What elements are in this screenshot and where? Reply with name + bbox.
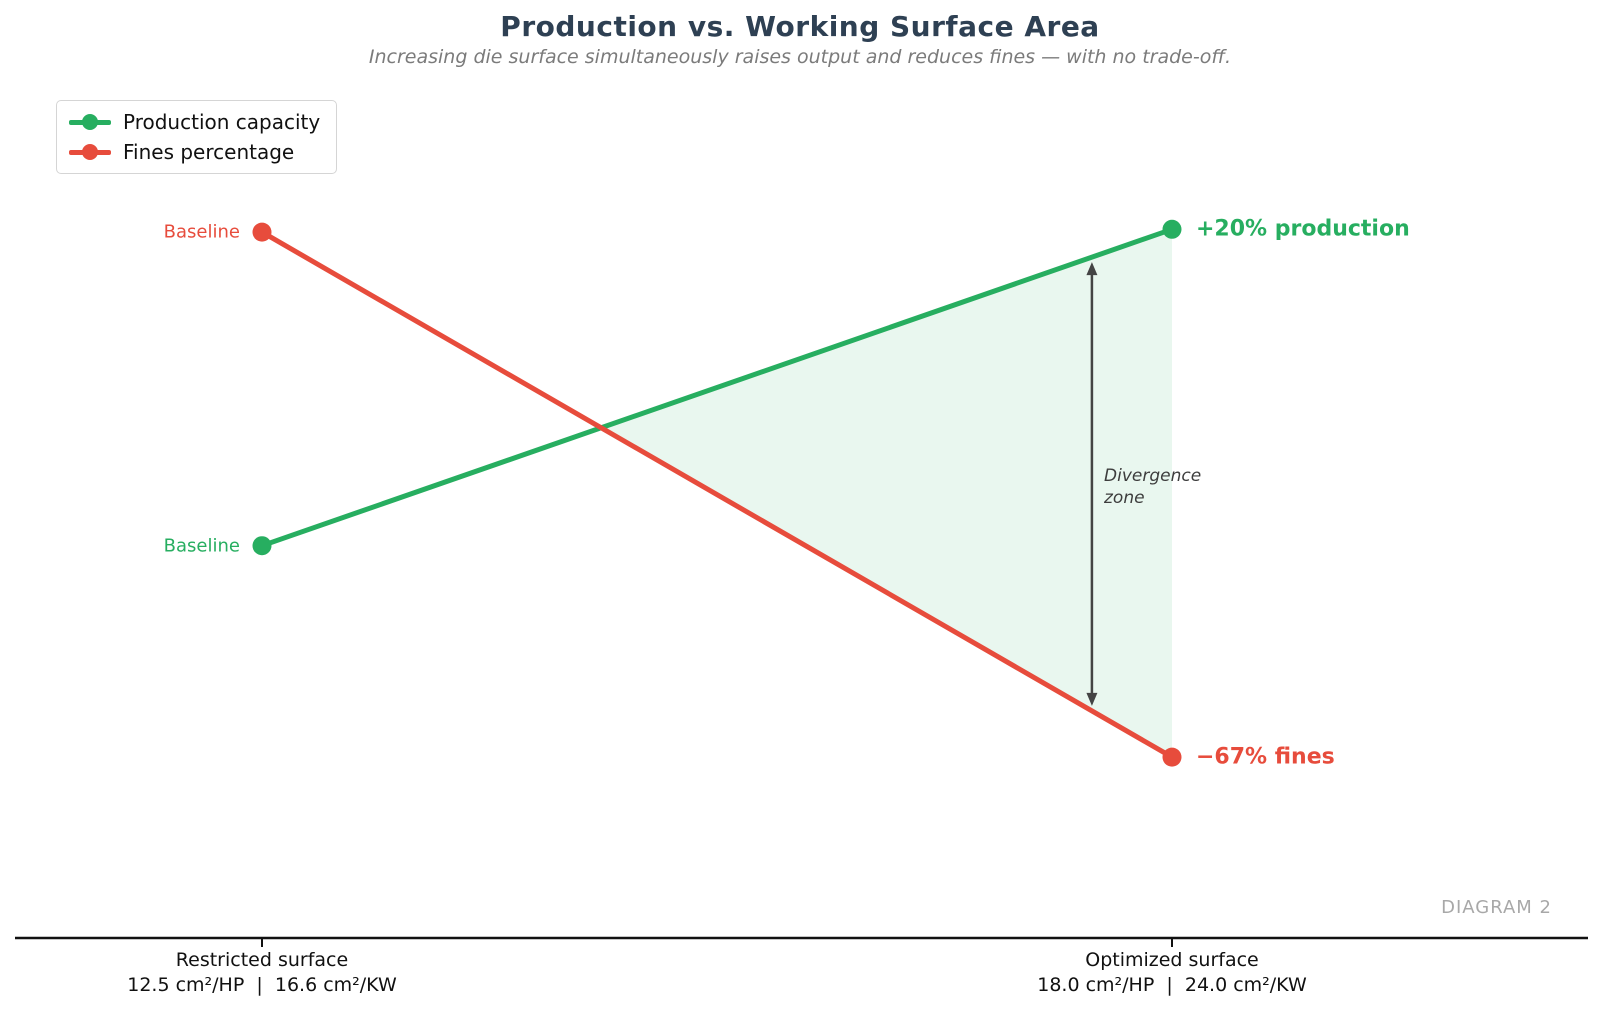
- x-tick-restricted-title: Restricted surface: [175, 949, 349, 971]
- legend-label-production: Production capacity: [123, 110, 321, 134]
- x-tick-optimized-values: 18.0 cm²/HP | 24.0 cm²/KW: [1037, 974, 1307, 996]
- fines-start-point: [252, 222, 272, 242]
- legend-label-fines: Fines percentage: [123, 140, 295, 164]
- legend-item-production: Production capacity: [69, 111, 320, 133]
- x-tick-optimized-title: Optimized surface: [1085, 949, 1259, 971]
- divergence-zone-label-line1: Divergence: [1104, 466, 1202, 486]
- fines-end-label: −67% fines: [1196, 744, 1335, 770]
- production-start-point: [252, 536, 272, 556]
- page-title: Production vs. Working Surface Area: [500, 10, 1100, 43]
- divergence-zone-label-line2: zone: [1104, 488, 1145, 508]
- page-subtitle: Increasing die surface simultaneously ra…: [368, 46, 1232, 68]
- production-line-marker-icon: [69, 113, 111, 131]
- divergence-zone-fill: [601, 229, 1172, 758]
- production-end-point: [1162, 219, 1182, 239]
- divergence-arrowhead-up-icon: [1086, 262, 1098, 276]
- x-tick-restricted-values: 12.5 cm²/HP | 16.6 cm²/KW: [127, 974, 397, 996]
- divergence-arrowhead-down-icon: [1086, 692, 1098, 706]
- x-tick-optimized-surface: Optimized surface 18.0 cm²/HP | 24.0 cm²…: [952, 948, 1392, 997]
- production-line: [259, 226, 1175, 549]
- production-end-label: +20% production: [1196, 216, 1410, 242]
- chart-legend: Production capacity Fines percentage: [56, 100, 338, 174]
- fines-baseline-label: Baseline: [163, 221, 240, 243]
- production-baseline-label: Baseline: [163, 535, 240, 557]
- legend-item-fines: Fines percentage: [69, 141, 320, 163]
- fines-line: [259, 229, 1175, 760]
- fines-end-point: [1162, 747, 1182, 767]
- diagram-number-label: DIAGRAM 2: [1441, 897, 1552, 918]
- x-tick-restricted-surface: Restricted surface 12.5 cm²/HP | 16.6 cm…: [42, 948, 482, 997]
- fines-line-marker-icon: [69, 143, 111, 161]
- divergence-zone-label: Divergence zone: [1104, 465, 1201, 509]
